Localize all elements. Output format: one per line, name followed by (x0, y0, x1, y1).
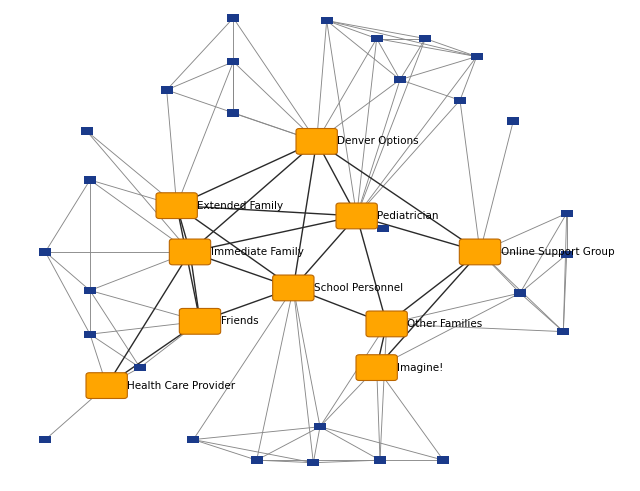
FancyBboxPatch shape (557, 328, 570, 335)
FancyBboxPatch shape (419, 35, 431, 42)
Text: Immediate Family: Immediate Family (211, 247, 303, 257)
FancyBboxPatch shape (470, 53, 483, 60)
FancyBboxPatch shape (251, 457, 262, 464)
FancyBboxPatch shape (508, 117, 519, 125)
Text: Extended Family: Extended Family (197, 201, 284, 211)
FancyBboxPatch shape (314, 423, 326, 431)
FancyBboxPatch shape (437, 457, 449, 464)
Text: Friends: Friends (221, 316, 259, 327)
FancyBboxPatch shape (307, 459, 319, 466)
Text: Other Families: Other Families (407, 319, 483, 329)
FancyBboxPatch shape (394, 76, 406, 83)
FancyBboxPatch shape (39, 248, 51, 256)
FancyBboxPatch shape (273, 275, 314, 301)
FancyBboxPatch shape (356, 355, 397, 381)
FancyBboxPatch shape (188, 436, 199, 443)
FancyBboxPatch shape (39, 436, 51, 443)
FancyBboxPatch shape (84, 176, 96, 184)
Text: Online Support Group: Online Support Group (500, 247, 614, 257)
FancyBboxPatch shape (321, 17, 333, 24)
FancyBboxPatch shape (514, 289, 526, 297)
FancyBboxPatch shape (161, 86, 173, 94)
FancyBboxPatch shape (179, 308, 221, 334)
Text: School Personnel: School Personnel (314, 283, 403, 293)
FancyBboxPatch shape (371, 35, 383, 42)
FancyBboxPatch shape (227, 14, 239, 22)
FancyBboxPatch shape (227, 109, 239, 117)
FancyBboxPatch shape (81, 128, 93, 135)
FancyBboxPatch shape (84, 330, 96, 338)
FancyBboxPatch shape (374, 457, 386, 464)
Text: Denver Options: Denver Options (337, 136, 419, 146)
FancyBboxPatch shape (134, 364, 146, 371)
FancyBboxPatch shape (336, 203, 378, 229)
FancyBboxPatch shape (227, 58, 239, 65)
FancyBboxPatch shape (170, 239, 211, 265)
Text: Imagine!: Imagine! (397, 363, 444, 373)
FancyBboxPatch shape (561, 251, 573, 258)
FancyBboxPatch shape (460, 239, 500, 265)
FancyBboxPatch shape (156, 193, 197, 218)
FancyBboxPatch shape (366, 311, 407, 337)
FancyBboxPatch shape (378, 225, 389, 232)
FancyBboxPatch shape (86, 373, 127, 399)
FancyBboxPatch shape (296, 129, 337, 154)
FancyBboxPatch shape (561, 210, 573, 217)
Text: Pediatrician: Pediatrician (378, 211, 439, 221)
FancyBboxPatch shape (84, 287, 96, 294)
FancyBboxPatch shape (454, 97, 466, 104)
Text: Health Care Provider: Health Care Provider (127, 381, 236, 391)
